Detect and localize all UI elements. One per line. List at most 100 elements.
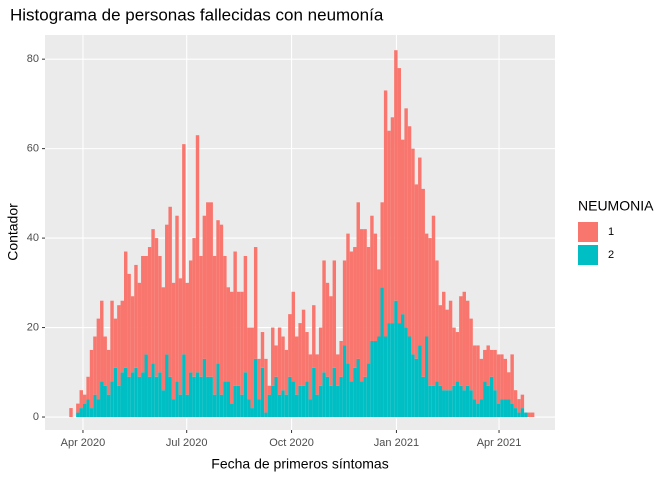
bar — [325, 282, 330, 377]
bar — [86, 376, 90, 400]
bar — [400, 314, 405, 418]
bar — [144, 255, 148, 355]
bar — [414, 184, 419, 359]
bar — [411, 148, 415, 355]
bar — [383, 336, 388, 418]
bar — [260, 367, 265, 418]
bar — [312, 305, 316, 368]
bar — [106, 394, 111, 418]
bar — [479, 399, 484, 418]
bar — [96, 399, 101, 418]
bar — [489, 349, 494, 377]
bar — [79, 408, 83, 418]
legend-swatch — [578, 222, 598, 242]
bar — [418, 157, 422, 346]
bar — [442, 291, 446, 391]
bar — [424, 336, 429, 418]
bar — [298, 323, 302, 386]
bar — [353, 367, 357, 418]
legend-swatch — [578, 245, 598, 265]
bar — [308, 354, 313, 400]
bar — [524, 412, 528, 418]
bar — [117, 305, 121, 386]
bar — [175, 381, 179, 418]
bar — [113, 367, 118, 418]
bar — [192, 376, 196, 418]
bar — [503, 358, 508, 400]
bar — [448, 390, 453, 418]
bar — [264, 358, 268, 413]
bar — [120, 300, 124, 373]
bar — [431, 385, 436, 418]
bar — [496, 403, 501, 418]
bar — [373, 233, 378, 341]
bar — [452, 385, 456, 418]
bar — [158, 255, 162, 373]
bar — [520, 408, 525, 418]
bar — [250, 327, 254, 409]
bar — [271, 327, 275, 386]
bar — [465, 300, 470, 386]
bar — [483, 381, 487, 418]
bar — [209, 202, 213, 377]
bar — [185, 282, 189, 395]
bar — [459, 385, 463, 418]
bar — [496, 354, 501, 404]
bar — [411, 354, 415, 418]
bar — [486, 345, 490, 386]
bar — [472, 345, 477, 400]
bar — [240, 394, 244, 418]
bar — [168, 376, 172, 418]
bar — [144, 354, 148, 418]
bar — [113, 318, 118, 368]
bar — [339, 340, 343, 377]
bar — [134, 367, 138, 418]
bar — [219, 394, 224, 418]
bar — [202, 358, 207, 418]
bar — [86, 399, 90, 418]
bar — [400, 139, 405, 315]
bar — [387, 130, 391, 324]
bar — [342, 260, 347, 346]
x-tick-label: Jul 2020 — [166, 437, 208, 449]
bar — [329, 385, 333, 418]
bar — [363, 229, 367, 377]
bar — [127, 376, 131, 418]
bar — [370, 215, 374, 341]
bar — [318, 385, 323, 418]
bar — [438, 305, 443, 386]
bar — [448, 300, 453, 391]
bar — [120, 372, 124, 418]
bar — [233, 251, 237, 386]
bar — [79, 390, 83, 409]
bar — [216, 363, 220, 418]
bar — [175, 215, 179, 382]
bar — [397, 68, 401, 324]
bar — [479, 358, 484, 400]
bar — [421, 376, 425, 418]
bar — [404, 108, 408, 328]
y-axis-label: Contador — [5, 203, 21, 261]
bar — [93, 336, 97, 395]
bar — [366, 247, 371, 364]
bar — [267, 394, 272, 418]
bar — [462, 390, 466, 418]
bar — [206, 376, 210, 418]
bar — [363, 376, 367, 418]
bar — [195, 135, 200, 373]
bar — [472, 399, 477, 418]
bar — [89, 349, 94, 409]
bar — [209, 376, 213, 418]
bar — [414, 358, 419, 418]
bar — [469, 318, 473, 391]
bar — [322, 260, 326, 373]
bar — [390, 117, 395, 324]
bar — [465, 385, 470, 418]
bar — [390, 323, 395, 418]
bar — [161, 287, 166, 391]
bar — [517, 399, 521, 413]
bar — [476, 345, 480, 404]
bar — [356, 358, 360, 418]
bar — [284, 349, 289, 395]
bar — [435, 260, 439, 382]
